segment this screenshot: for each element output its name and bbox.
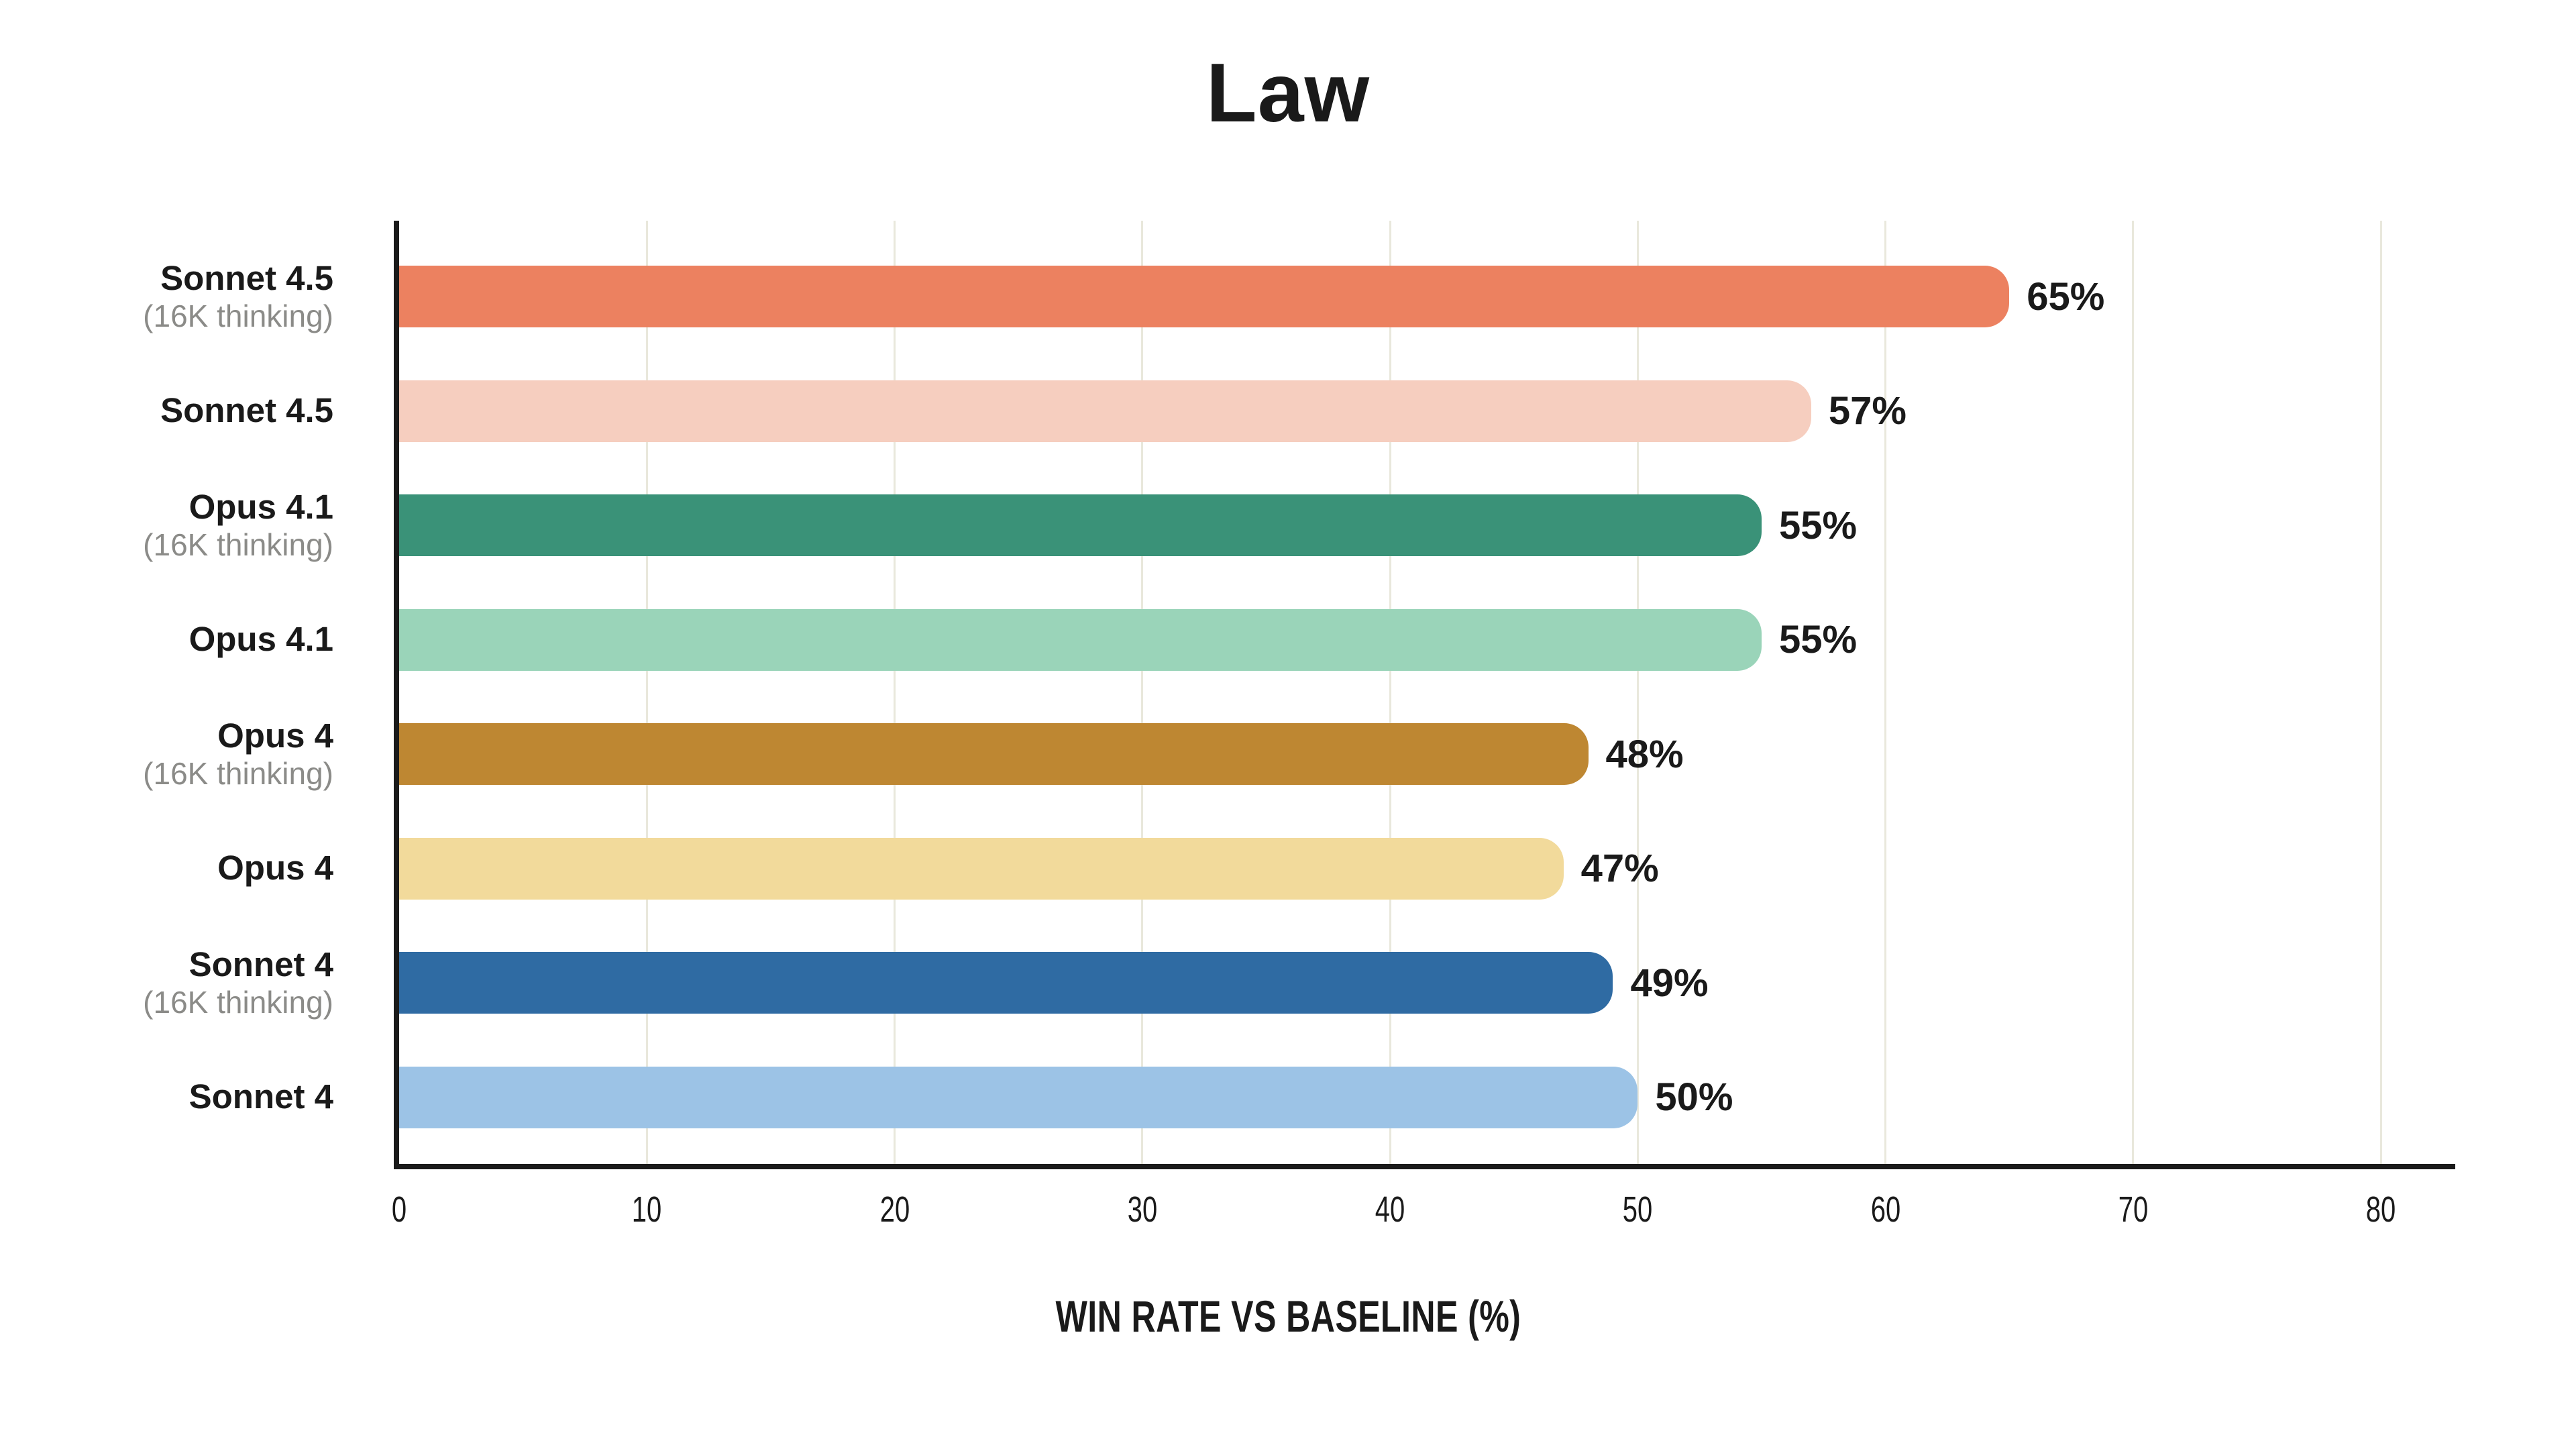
- bar-row: 65%: [399, 239, 2455, 354]
- category-label: Opus 4.1: [189, 488, 333, 527]
- category-label: Sonnet 4.5: [160, 259, 333, 298]
- gridline: [1141, 221, 1144, 1164]
- category-label: Sonnet 4: [189, 945, 333, 984]
- bar-row: 49%: [399, 926, 2455, 1040]
- category-label: Opus 4: [217, 716, 333, 755]
- label-row: Opus 4 (16K thinking): [0, 697, 333, 812]
- category-label: Opus 4: [217, 849, 333, 888]
- label-row: Sonnet 4.5 (16K thinking): [0, 239, 333, 354]
- x-tick-label: 10: [632, 1189, 662, 1230]
- x-tick-label: 0: [391, 1189, 407, 1230]
- bar: [399, 266, 2010, 328]
- bar-row: 57%: [399, 354, 2455, 469]
- bar-row: 55%: [399, 583, 2455, 698]
- label-row: Sonnet 4: [0, 1040, 333, 1155]
- bar-row: 48%: [399, 697, 2455, 812]
- gridline: [894, 221, 896, 1164]
- gridline: [1636, 221, 1639, 1164]
- label-row: Sonnet 4.5: [0, 354, 333, 469]
- x-axis-ticks: 0 10 20 30 40 50 60 70 80: [392, 1189, 2455, 1249]
- category-label: Sonnet 4: [189, 1077, 333, 1116]
- gridline: [1389, 221, 1391, 1164]
- bar: [399, 837, 1564, 900]
- category-label: Sonnet 4.5: [160, 391, 333, 430]
- chart-title: Law: [1205, 47, 1371, 140]
- x-tick-label: 30: [1127, 1189, 1158, 1230]
- x-tick-label: 40: [1375, 1189, 1405, 1230]
- bar-value-label: 55%: [1779, 618, 1858, 662]
- bar: [399, 608, 1762, 671]
- gridline: [1884, 221, 1887, 1164]
- gridline: [2379, 221, 2382, 1164]
- bar: [399, 494, 1762, 557]
- x-tick-label: 70: [2118, 1189, 2149, 1230]
- x-axis-label-text: WIN RATE VS BASELINE (%): [1055, 1291, 1521, 1341]
- bar-value-label: 57%: [1828, 389, 1907, 433]
- x-tick-label: 60: [1870, 1189, 1900, 1230]
- bar-row: 55%: [399, 468, 2455, 583]
- bar-row: 47%: [399, 812, 2455, 926]
- bar: [399, 952, 1613, 1014]
- x-axis-label: WIN RATE VS BASELINE (%): [0, 1291, 2576, 1342]
- bars-layer: 65% 57% 55% 55% 48% 47% 49% 50%: [399, 221, 2455, 1164]
- category-sublabel: (16K thinking): [143, 527, 333, 563]
- bar-row: 50%: [399, 1040, 2455, 1155]
- bar: [399, 723, 1589, 786]
- category-sublabel: (16K thinking): [143, 756, 333, 792]
- category-labels-column: Sonnet 4.5 (16K thinking) Sonnet 4.5 Opu…: [0, 221, 333, 1164]
- bar-value-label: 55%: [1779, 503, 1858, 547]
- label-row: Opus 4.1: [0, 583, 333, 698]
- x-tick-label: 50: [1623, 1189, 1653, 1230]
- category-label: Opus 4.1: [189, 620, 333, 659]
- x-tick-label: 80: [2365, 1189, 2396, 1230]
- label-row: Sonnet 4 (16K thinking): [0, 926, 333, 1040]
- label-row: Opus 4: [0, 812, 333, 926]
- gridline: [2132, 221, 2135, 1164]
- plot-area: 65% 57% 55% 55% 48% 47% 49% 50%: [394, 221, 2455, 1169]
- gridline: [645, 221, 648, 1164]
- bar: [399, 1066, 1638, 1128]
- bar-value-label: 48%: [1605, 732, 1684, 776]
- category-sublabel: (16K thinking): [143, 299, 333, 334]
- bar-value-label: 50%: [1655, 1075, 1733, 1120]
- bar-value-label: 65%: [2027, 274, 2105, 319]
- bar: [399, 380, 1811, 442]
- x-tick-label: 20: [879, 1189, 910, 1230]
- label-row: Opus 4.1 (16K thinking): [0, 468, 333, 583]
- bar-value-label: 49%: [1630, 961, 1709, 1005]
- category-sublabel: (16K thinking): [143, 985, 333, 1020]
- bar-value-label: 47%: [1580, 847, 1659, 891]
